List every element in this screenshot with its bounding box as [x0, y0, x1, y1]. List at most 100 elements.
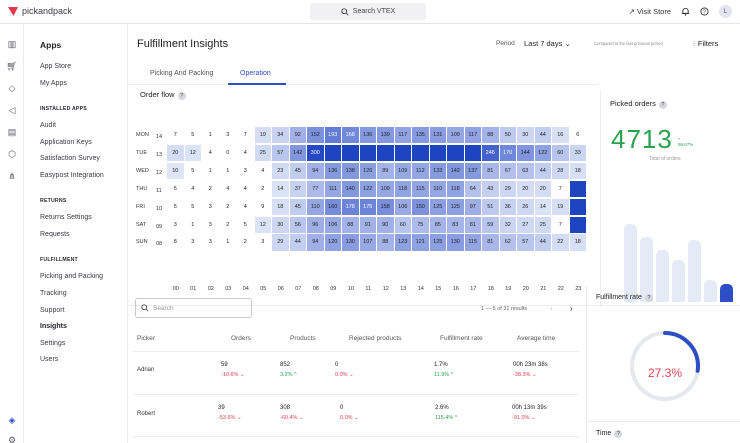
heatmap-cell[interactable]: 25 — [254, 144, 272, 163]
heatmap-cell[interactable]: 118 — [394, 180, 412, 198]
tag-icon[interactable]: ◇ — [8, 82, 16, 93]
bell-icon[interactable] — [681, 7, 690, 16]
heatmap-cell[interactable]: 67 — [499, 162, 517, 180]
heatmap-cell[interactable]: 12 — [184, 144, 202, 163]
heatmap-cell[interactable]: 1 — [202, 162, 220, 180]
heatmap-cell[interactable]: 152 — [307, 127, 325, 145]
heatmap-cell[interactable]: 1 — [184, 216, 202, 234]
heatmap-cell[interactable]: 133 — [429, 162, 447, 180]
picked-orders-bar[interactable] — [688, 240, 701, 302]
heatmap-cell[interactable]: 1 — [219, 162, 237, 180]
nav-item-support[interactable]: Support — [40, 307, 65, 314]
heatmap-cell[interactable]: 62 — [499, 234, 517, 252]
heatmap-cell[interactable]: 14 — [272, 180, 290, 198]
heatmap-cell[interactable]: 43 — [482, 180, 500, 198]
heatmap-cell[interactable]: 30 — [272, 216, 290, 234]
heatmap-cell[interactable]: 158 — [377, 198, 395, 216]
heatmap-cell[interactable] — [464, 144, 482, 163]
fulfillment-rate-help-icon[interactable]: ? — [644, 294, 653, 302]
heatmap-cell[interactable] — [569, 198, 587, 216]
heatmap-cell[interactable]: 142 — [289, 144, 307, 163]
heatmap-cell[interactable]: 64 — [464, 180, 482, 198]
heatmap-cell[interactable]: 138 — [342, 162, 360, 180]
heatmap-cell[interactable]: 2 — [254, 180, 272, 198]
heatmap-cell[interactable]: 36 — [499, 198, 517, 216]
global-search-button[interactable]: Search VTEX — [310, 3, 426, 20]
heatmap-cell[interactable]: 106 — [324, 216, 342, 234]
heatmap-cell[interactable]: 89 — [377, 162, 395, 180]
heatmap-cell[interactable]: 63 — [517, 162, 535, 180]
heatmap-cell[interactable]: 115 — [464, 234, 482, 252]
heatmap-cell[interactable] — [359, 144, 377, 163]
picked-orders-help-icon[interactable]: ? — [658, 101, 667, 109]
heatmap-cell[interactable]: 131 — [429, 127, 447, 145]
nav-item-my-apps[interactable]: My Apps — [40, 80, 67, 87]
heatmap-cell[interactable]: 57 — [517, 234, 535, 252]
column-header-products[interactable]: Products — [290, 335, 316, 342]
heatmap-cell[interactable]: 5 — [184, 198, 202, 216]
brand[interactable]: pickandpack — [8, 6, 72, 16]
user-avatar[interactable]: L — [719, 5, 732, 18]
heatmap-cell[interactable]: 56 — [289, 216, 307, 234]
heatmap-cell[interactable]: 135 — [412, 127, 430, 145]
heatmap-cell[interactable]: 246 — [482, 144, 500, 163]
heatmap-cell[interactable] — [569, 216, 587, 234]
heatmap-cell[interactable]: 109 — [447, 127, 465, 145]
heatmap-cell[interactable]: 122 — [534, 144, 552, 163]
column-header-orders[interactable]: Orders — [231, 335, 251, 342]
heatmap-cell[interactable]: 5 — [167, 198, 185, 216]
heatmap-cell[interactable]: 106 — [394, 198, 412, 216]
heatmap-cell[interactable]: 81 — [464, 216, 482, 234]
heatmap-cell[interactable]: 85 — [429, 216, 447, 234]
heatmap-cell[interactable]: 83 — [447, 216, 465, 234]
picked-orders-bar[interactable] — [704, 280, 717, 302]
order-flow-help-icon[interactable]: ? — [177, 92, 186, 100]
heatmap-cell[interactable]: 121 — [412, 234, 430, 252]
filters-button[interactable]: ⫶ Filters — [693, 39, 718, 49]
heatmap-cell[interactable]: 94 — [307, 234, 325, 252]
heatmap-cell[interactable]: 4 — [237, 198, 255, 216]
cart-icon[interactable]: 🛒︎ — [6, 60, 18, 71]
heatmap-cell[interactable]: 20 — [517, 180, 535, 198]
heatmap-cell[interactable]: 3 — [254, 234, 272, 252]
heatmap-cell[interactable]: 5 — [167, 180, 185, 198]
heatmap-cell[interactable]: 44 — [289, 234, 307, 252]
nav-item-requests[interactable]: Requests — [40, 231, 70, 238]
box-icon[interactable]: ⬡ — [8, 148, 16, 159]
heatmap-cell[interactable]: 125 — [447, 198, 465, 216]
chart-icon[interactable]: ▥ — [7, 38, 17, 49]
heatmap-cell[interactable]: 16 — [552, 127, 570, 145]
heatmap-cell[interactable]: 3 — [237, 162, 255, 180]
heatmap-cell[interactable]: 7 — [237, 127, 255, 145]
heatmap-cell[interactable]: 94 — [307, 162, 325, 180]
heatmap-cell[interactable]: 130 — [342, 234, 360, 252]
heatmap-cell[interactable]: 25 — [534, 216, 552, 234]
picked-orders-bar[interactable] — [640, 237, 653, 302]
heatmap-cell[interactable]: 6 — [569, 127, 587, 145]
heatmap-cell[interactable]: 112 — [412, 162, 430, 180]
picked-orders-bar[interactable] — [720, 284, 733, 302]
nav-item-application-keys[interactable]: Application Keys — [40, 139, 92, 146]
heatmap-cell[interactable]: 51 — [482, 198, 500, 216]
visit-store-link[interactable]: ↗ Visit Store — [629, 7, 671, 16]
next-page-icon[interactable]: › — [570, 304, 573, 313]
heatmap-cell[interactable] — [429, 144, 447, 163]
heatmap-cell[interactable]: 92 — [289, 127, 307, 145]
heatmap-cell[interactable]: 107 — [359, 234, 377, 252]
heatmap-cell[interactable]: 18 — [569, 234, 587, 252]
heatmap-cell[interactable] — [342, 144, 360, 163]
heatmap-cell[interactable]: 136 — [324, 162, 342, 180]
heatmap-cell[interactable]: 193 — [324, 127, 342, 145]
heatmap-cell[interactable]: 109 — [394, 162, 412, 180]
heatmap-cell[interactable]: 0 — [219, 144, 237, 163]
nav-item-users[interactable]: Users — [40, 356, 59, 363]
heatmap-cell[interactable]: 1 — [202, 127, 220, 145]
settings-icon[interactable]: ⚙ — [7, 434, 17, 443]
heatmap-cell[interactable]: 142 — [447, 162, 465, 180]
nav-item-insights[interactable]: Insights — [40, 323, 67, 330]
picked-orders-bar[interactable] — [656, 250, 669, 302]
heatmap-cell[interactable]: 139 — [377, 127, 395, 145]
picked-orders-bar[interactable] — [624, 224, 637, 302]
heatmap-cell[interactable]: 34 — [272, 127, 290, 145]
heatmap-cell[interactable]: 144 — [517, 144, 535, 163]
